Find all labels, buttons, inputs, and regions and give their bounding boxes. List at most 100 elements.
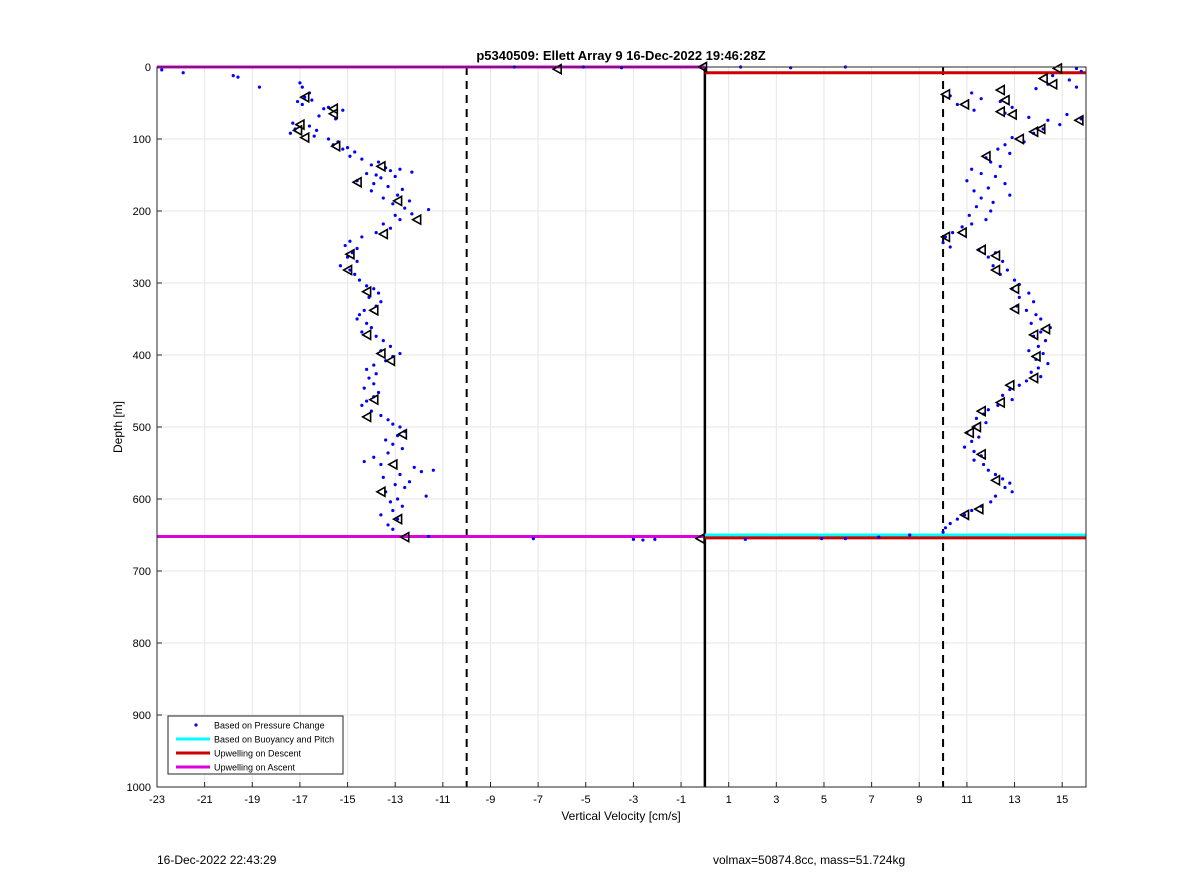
data-point (300, 85, 304, 89)
data-point (391, 442, 395, 446)
y-tick-label: 700 (133, 566, 151, 578)
bin-average-marker (351, 176, 362, 189)
data-point (653, 537, 657, 541)
bin-average-marker (399, 531, 410, 544)
data-point (972, 108, 976, 112)
data-point (1017, 383, 1021, 387)
grid (156, 66, 1086, 788)
data-point (369, 326, 373, 330)
data-point (743, 537, 747, 541)
data-point (386, 523, 390, 527)
data-point (372, 287, 376, 291)
data-point (388, 500, 393, 504)
data-point (407, 480, 412, 484)
chart-title: p5340509: Ellett Array 9 16-Dec-2022 19:… (476, 48, 765, 63)
data-point (1012, 278, 1017, 282)
data-point (379, 300, 383, 304)
data-point (407, 199, 412, 203)
data-point (355, 259, 359, 263)
data-point (384, 438, 388, 442)
x-tick-labels: -23 -21 -19 -17 -15 -13 -11 -9 -7 -5 -3 -1 1 3 5 7 9 11 13… (149, 782, 1068, 806)
data-point (843, 537, 848, 541)
data-point (343, 243, 347, 248)
data-point (398, 472, 402, 477)
bin-average-marker (1008, 303, 1020, 315)
data-point (386, 451, 390, 455)
data-point (1029, 321, 1033, 325)
data-point (970, 167, 974, 171)
data-point (979, 97, 983, 101)
data-point (300, 102, 304, 107)
data-point (948, 521, 952, 526)
data-point (819, 537, 824, 541)
bin-average-marker (375, 160, 386, 173)
x-tick-label: 7 (869, 794, 875, 806)
data-point (1039, 330, 1043, 334)
data-point (979, 171, 983, 176)
bin-average-marker (327, 107, 339, 120)
y-axis-label: Depth [m] (111, 401, 125, 453)
data-point (388, 226, 393, 230)
data-point (357, 313, 362, 317)
data-point (960, 225, 964, 229)
data-point (955, 102, 959, 107)
data-point (1010, 398, 1014, 402)
data-point (236, 75, 240, 79)
data-point (369, 163, 373, 167)
data-point (365, 171, 369, 176)
data-point (993, 494, 998, 498)
bin-average-marker (963, 426, 975, 439)
data-point (1024, 379, 1029, 383)
bin-average-marker (1004, 379, 1015, 392)
y-tick-label: 100 (133, 134, 151, 146)
data-point (979, 196, 983, 200)
data-point (1074, 85, 1079, 89)
x-tick-label: 5 (821, 794, 827, 806)
data-point (1041, 351, 1045, 356)
bin-average-marker (975, 244, 986, 256)
data-point (288, 131, 292, 135)
x-tick-label: -15 (340, 794, 356, 806)
bin-average-marker (989, 264, 1001, 276)
bin-average-marker (994, 105, 1006, 118)
bin-average-marker (994, 396, 1006, 409)
bin-average-marker (1051, 62, 1063, 75)
bin-average-marker (1047, 78, 1058, 91)
data-point (1034, 87, 1038, 91)
bin-average-marker (384, 354, 396, 367)
y-tick-label: 300 (133, 278, 151, 290)
data-point (941, 530, 945, 534)
data-point (993, 472, 998, 477)
data-point (1001, 477, 1005, 481)
data-point (317, 114, 321, 118)
data-point (986, 408, 990, 412)
data-point (393, 174, 397, 179)
data-point (1005, 268, 1009, 272)
data-point (231, 74, 235, 78)
bin-average-marker (387, 458, 398, 471)
legend-label: Upwelling on Descent (214, 749, 302, 759)
pressure-change-points (160, 65, 1083, 542)
bin-average-marker (360, 285, 372, 298)
data-point (996, 147, 1000, 151)
data-point (322, 107, 326, 111)
data-point (424, 494, 428, 498)
data-point (365, 321, 369, 325)
data-point (345, 146, 350, 150)
data-point (395, 193, 400, 197)
data-point (989, 209, 993, 213)
data-point (355, 246, 359, 251)
data-point (395, 517, 400, 521)
data-point (398, 351, 402, 356)
data-point (348, 239, 352, 243)
x-tick-label: -7 (533, 794, 543, 806)
data-point (326, 137, 331, 141)
data-point (341, 108, 345, 112)
data-point (386, 418, 390, 422)
data-point (355, 317, 359, 321)
data-point (295, 99, 300, 104)
bin-average-marker (975, 448, 986, 461)
data-point (374, 372, 378, 376)
data-point (307, 124, 312, 128)
data-point (1065, 112, 1069, 117)
